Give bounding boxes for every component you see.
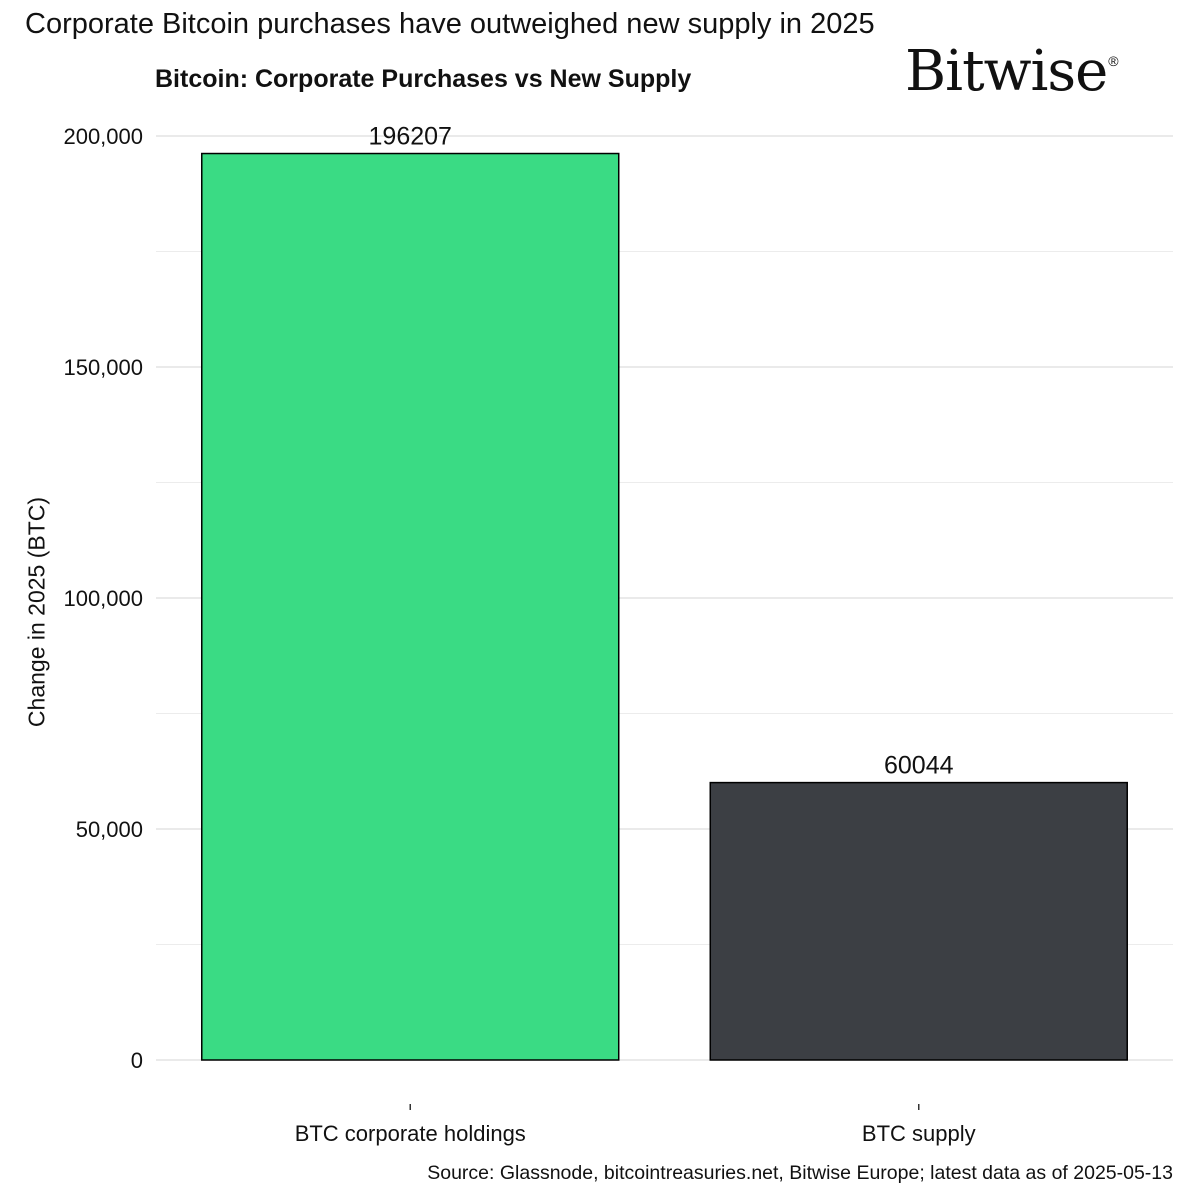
x-axis: BTC corporate holdings BTC supply [295, 1104, 976, 1146]
bars: 196207 60044 [201, 123, 1128, 1061]
logo-text: Bitwise [905, 39, 1108, 104]
y-tick-label: 0 [131, 1048, 143, 1073]
bar [201, 152, 620, 1061]
bitwise-logo: Bitwise® [905, 44, 1119, 100]
y-tick-label: 50,000 [76, 817, 143, 842]
y-tick-label: 150,000 [63, 355, 143, 380]
y-axis-ticks: 0 50,000 100,000 150,000 200,000 [63, 124, 143, 1073]
source-note: Source: Glassnode, bitcointreasuries.net… [427, 1162, 1173, 1184]
y-tick-label: 200,000 [63, 124, 143, 149]
y-tick-label: 100,000 [63, 586, 143, 611]
x-tick-label: BTC supply [862, 1121, 976, 1146]
chart-title: Bitcoin: Corporate Purchases vs New Supp… [155, 65, 692, 93]
data-label: 196207 [369, 123, 452, 151]
registered-mark: ® [1108, 53, 1118, 69]
headline: Corporate Bitcoin purchases have outweig… [25, 8, 875, 40]
data-label: 60044 [884, 752, 954, 780]
x-tick-label: BTC corporate holdings [295, 1121, 526, 1146]
bar [709, 781, 1128, 1061]
